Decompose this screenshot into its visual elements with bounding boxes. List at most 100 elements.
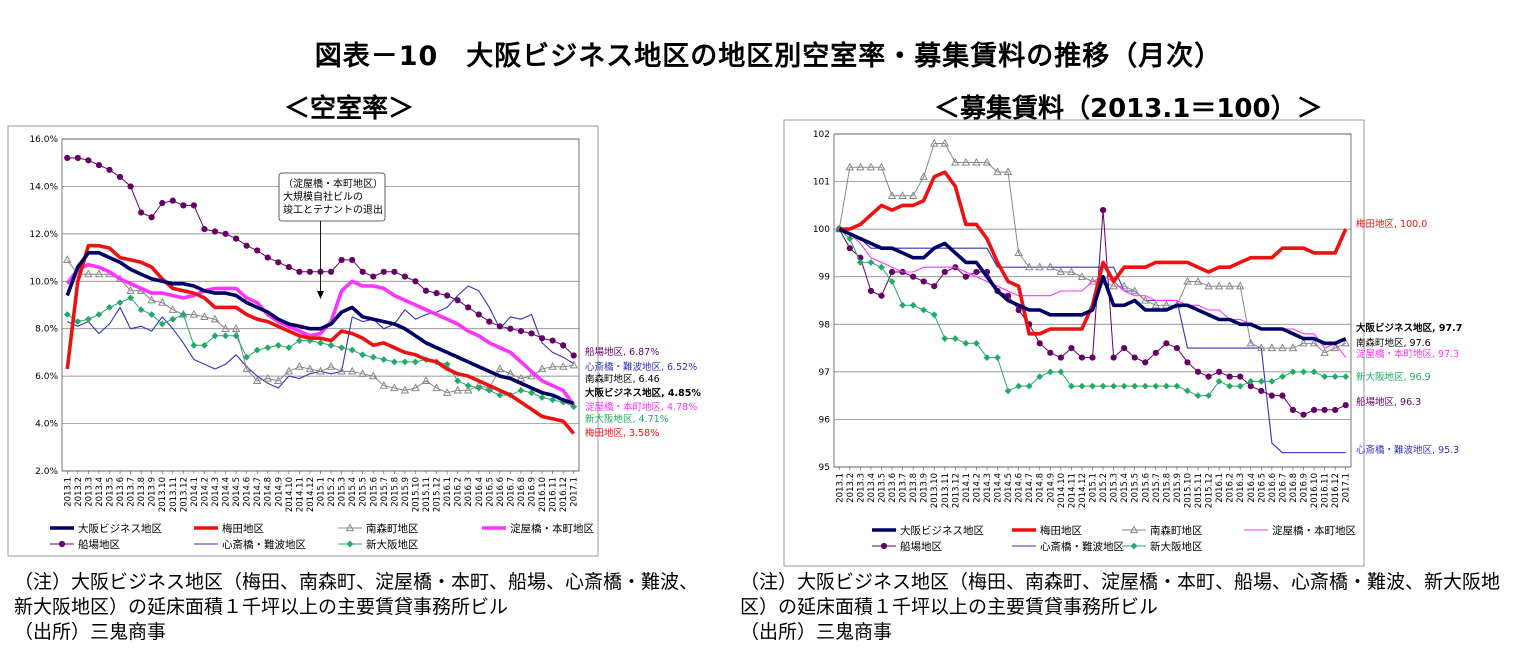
x-tick-label: 2016.7 bbox=[506, 477, 516, 507]
data-point bbox=[1110, 354, 1117, 361]
x-tick-label: 2016.1 bbox=[443, 477, 453, 507]
x-tick-label: 2014.12 bbox=[1078, 473, 1088, 508]
legend-label: 船場地区 bbox=[900, 540, 942, 553]
data-point bbox=[127, 294, 134, 302]
data-point bbox=[887, 191, 897, 199]
annotation-text: （淀屋橋・本町地区） bbox=[283, 177, 383, 190]
data-point bbox=[1141, 295, 1150, 304]
x-tick-label: 2015.11 bbox=[422, 477, 432, 512]
x-tick-label: 2016.1 bbox=[1215, 473, 1225, 503]
y-tick-label: 95 bbox=[819, 463, 830, 473]
x-tick-label: 2015.10 bbox=[411, 477, 421, 512]
data-point bbox=[1003, 167, 1013, 176]
x-tick-label: 2016.10 bbox=[1310, 473, 1320, 508]
data-point bbox=[898, 191, 907, 199]
data-point bbox=[346, 540, 354, 548]
x-tick-label: 2013.7 bbox=[899, 473, 909, 503]
data-point bbox=[201, 226, 208, 233]
data-point bbox=[444, 292, 451, 299]
data-point bbox=[1015, 306, 1022, 314]
data-point bbox=[254, 247, 261, 254]
legend-item: 大阪ビジネス地区 bbox=[872, 524, 984, 537]
y-tick-label: 12.0% bbox=[29, 230, 58, 240]
x-tick-label: 2013.1 bbox=[63, 477, 73, 507]
data-point bbox=[962, 273, 969, 280]
data-point bbox=[517, 327, 525, 335]
x-tick-label: 2014.3 bbox=[983, 473, 993, 503]
data-point bbox=[867, 259, 875, 266]
data-point bbox=[1077, 272, 1087, 280]
x-tick-label: 2016.3 bbox=[464, 477, 474, 507]
data-point bbox=[951, 335, 959, 342]
legend-label: 大阪ビジネス地区 bbox=[78, 522, 162, 535]
x-tick-label: 2015.7 bbox=[1152, 473, 1162, 503]
legend-item: 南森町地区 bbox=[1122, 524, 1203, 537]
data-point bbox=[1226, 382, 1234, 390]
x-tick-label: 2013.12 bbox=[179, 477, 189, 512]
data-point bbox=[496, 323, 503, 330]
data-point bbox=[1205, 373, 1212, 380]
series-4 bbox=[836, 207, 1349, 418]
data-point bbox=[919, 172, 928, 180]
data-point bbox=[1035, 262, 1044, 271]
data-point bbox=[285, 344, 293, 352]
legend-label: 梅田地区 bbox=[1040, 524, 1082, 537]
note-line: （注）大阪ビジネス地区（梅田、南森町、淀屋橋・本町、船場、心斎橋・難波、 bbox=[14, 571, 699, 593]
x-tick-label: 2015.11 bbox=[1194, 473, 1204, 508]
data-point bbox=[1078, 382, 1086, 390]
data-point bbox=[1184, 387, 1191, 395]
data-point bbox=[517, 386, 525, 394]
data-point bbox=[951, 157, 960, 166]
legend-label: 淀屋橋・本町地区 bbox=[1272, 524, 1356, 537]
data-point bbox=[422, 287, 430, 294]
legend-label: 新大阪地区 bbox=[366, 538, 419, 551]
legend-item: 船場地区 bbox=[872, 540, 942, 553]
data-point bbox=[1310, 406, 1318, 414]
note-line: （注）大阪ビジネス地区（梅田、南森町、淀屋橋・本町、船場、心斎橋・難波、新大阪地 bbox=[740, 571, 1501, 593]
x-tick-label: 2014.10 bbox=[1057, 473, 1067, 508]
data-point bbox=[486, 318, 493, 325]
data-point bbox=[1342, 402, 1349, 409]
x-tick-label: 2013.7 bbox=[127, 477, 137, 507]
data-point bbox=[274, 341, 282, 349]
x-tick-label: 2014.9 bbox=[1046, 473, 1056, 503]
data-point bbox=[1068, 344, 1075, 352]
data-point bbox=[412, 278, 419, 285]
x-tick-label: 2013.5 bbox=[877, 473, 887, 503]
data-point bbox=[157, 297, 167, 306]
data-point bbox=[972, 157, 981, 166]
data-point bbox=[475, 311, 482, 318]
data-point bbox=[222, 230, 229, 237]
data-point bbox=[263, 373, 272, 382]
data-point bbox=[306, 268, 314, 275]
data-point bbox=[1237, 373, 1244, 380]
data-point bbox=[401, 273, 409, 280]
y-tick-label: 102 bbox=[813, 130, 830, 140]
data-point bbox=[465, 304, 472, 311]
series-line bbox=[65, 251, 575, 406]
data-point bbox=[920, 306, 928, 314]
data-point bbox=[1321, 406, 1328, 414]
data-point bbox=[560, 342, 567, 349]
data-point bbox=[412, 358, 419, 366]
data-point bbox=[345, 523, 355, 532]
data-point bbox=[1141, 382, 1149, 390]
x-tick-label: 2014.3 bbox=[211, 477, 221, 507]
data-point bbox=[1247, 383, 1254, 390]
legend-item: 心斎橋・難波地区 bbox=[194, 538, 306, 551]
x-tick-label: 2014.8 bbox=[264, 477, 274, 507]
data-point bbox=[910, 273, 917, 280]
data-point bbox=[74, 154, 81, 162]
x-tick-label: 2013.3 bbox=[84, 477, 94, 507]
data-point bbox=[1036, 340, 1043, 347]
data-point bbox=[1130, 286, 1139, 295]
series-line bbox=[65, 243, 576, 435]
data-point bbox=[846, 235, 854, 243]
data-point bbox=[1089, 354, 1096, 361]
data-point bbox=[1205, 392, 1212, 400]
data-point bbox=[1267, 343, 1277, 352]
data-point bbox=[116, 299, 124, 307]
data-point bbox=[570, 352, 577, 359]
x-tick-label: 2016.3 bbox=[1236, 473, 1246, 503]
data-point bbox=[252, 376, 262, 384]
